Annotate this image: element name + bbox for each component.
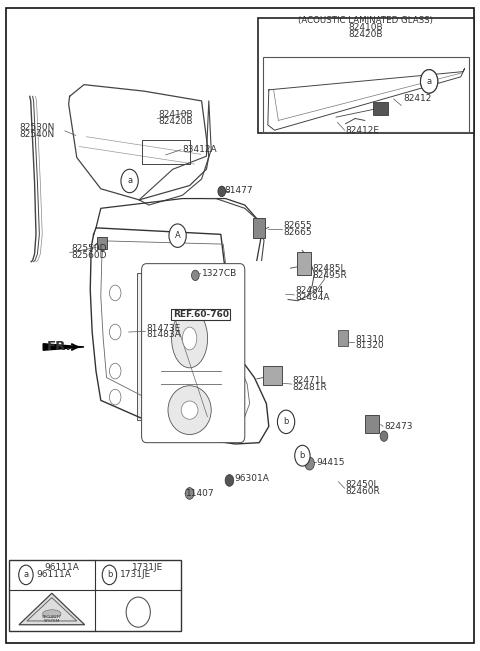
- Text: 82412: 82412: [403, 94, 432, 104]
- Ellipse shape: [172, 309, 208, 368]
- Text: 82550D: 82550D: [71, 244, 107, 253]
- Text: a: a: [427, 77, 432, 86]
- Ellipse shape: [182, 327, 197, 350]
- Bar: [297, 252, 311, 275]
- Bar: [373, 102, 388, 115]
- Circle shape: [420, 70, 438, 93]
- Bar: [365, 415, 379, 433]
- Circle shape: [295, 445, 310, 466]
- Circle shape: [19, 565, 33, 585]
- Text: 96301A: 96301A: [234, 474, 269, 483]
- Ellipse shape: [43, 610, 61, 618]
- Bar: [258, 18, 474, 133]
- Text: 81477: 81477: [225, 186, 253, 195]
- Text: 83412A: 83412A: [182, 145, 217, 154]
- Text: 82484: 82484: [295, 286, 324, 296]
- Text: (ACOUSTIC LAMINATED GLASS): (ACOUSTIC LAMINATED GLASS): [299, 16, 433, 25]
- Circle shape: [109, 389, 121, 405]
- Text: 1731JE: 1731JE: [120, 570, 151, 579]
- Text: 82460R: 82460R: [346, 487, 380, 496]
- Circle shape: [185, 488, 194, 499]
- Text: a: a: [127, 176, 132, 186]
- Text: 81473E: 81473E: [146, 324, 180, 333]
- Circle shape: [121, 169, 138, 193]
- Text: 82540N: 82540N: [19, 130, 54, 139]
- Text: 82530N: 82530N: [19, 123, 55, 132]
- Text: SECURITY
SYSTEM: SECURITY SYSTEM: [42, 615, 62, 624]
- Text: 81483A: 81483A: [146, 330, 181, 339]
- Text: A: A: [175, 231, 180, 240]
- Bar: [9, 560, 181, 631]
- Ellipse shape: [168, 385, 211, 435]
- Text: b: b: [107, 570, 112, 579]
- Text: FR.: FR.: [47, 340, 72, 353]
- Text: 81320: 81320: [355, 341, 384, 350]
- Text: 94415: 94415: [317, 458, 345, 467]
- Text: 11407: 11407: [186, 489, 215, 498]
- Circle shape: [169, 224, 186, 247]
- Circle shape: [109, 324, 121, 340]
- Circle shape: [192, 270, 199, 281]
- Circle shape: [305, 457, 314, 470]
- Text: 82560D: 82560D: [71, 251, 107, 260]
- Text: 82471L: 82471L: [293, 376, 326, 385]
- Text: 96111A: 96111A: [44, 563, 79, 572]
- Text: 82420B: 82420B: [158, 117, 193, 126]
- Ellipse shape: [181, 401, 198, 419]
- Circle shape: [380, 431, 388, 441]
- Text: 82410B: 82410B: [158, 110, 193, 119]
- Text: 82481R: 82481R: [293, 383, 327, 392]
- Bar: [263, 366, 282, 385]
- Circle shape: [277, 410, 295, 434]
- Text: 82495R: 82495R: [312, 271, 347, 280]
- Text: b: b: [300, 451, 305, 460]
- Text: 82655: 82655: [283, 221, 312, 230]
- Text: 82485L: 82485L: [312, 264, 346, 273]
- Text: 82494A: 82494A: [295, 293, 330, 302]
- Text: a: a: [427, 77, 432, 86]
- Text: REF.60-760: REF.60-760: [173, 310, 229, 319]
- Bar: [263, 57, 469, 132]
- Polygon shape: [43, 344, 84, 350]
- Bar: [97, 237, 107, 249]
- Text: 82473: 82473: [384, 422, 412, 431]
- Text: a: a: [24, 570, 28, 579]
- Bar: [253, 218, 265, 238]
- Circle shape: [420, 70, 438, 93]
- Circle shape: [102, 565, 117, 585]
- Text: 82420B: 82420B: [348, 30, 383, 39]
- Circle shape: [225, 475, 234, 486]
- Text: 82450L: 82450L: [346, 480, 379, 490]
- Circle shape: [218, 186, 226, 197]
- Polygon shape: [19, 593, 84, 625]
- Bar: [137, 273, 230, 420]
- Circle shape: [109, 363, 121, 379]
- FancyBboxPatch shape: [142, 264, 245, 443]
- Text: 1731JE: 1731JE: [132, 563, 164, 572]
- Text: 1327CB: 1327CB: [202, 269, 237, 278]
- Text: 81310: 81310: [355, 335, 384, 344]
- Text: 82410B: 82410B: [348, 23, 383, 33]
- Text: 82665: 82665: [283, 228, 312, 237]
- Text: 96111A: 96111A: [36, 570, 72, 579]
- Text: b: b: [283, 417, 289, 426]
- Bar: [338, 330, 348, 346]
- Text: 82412E: 82412E: [346, 126, 380, 135]
- Ellipse shape: [126, 597, 150, 627]
- Circle shape: [109, 285, 121, 301]
